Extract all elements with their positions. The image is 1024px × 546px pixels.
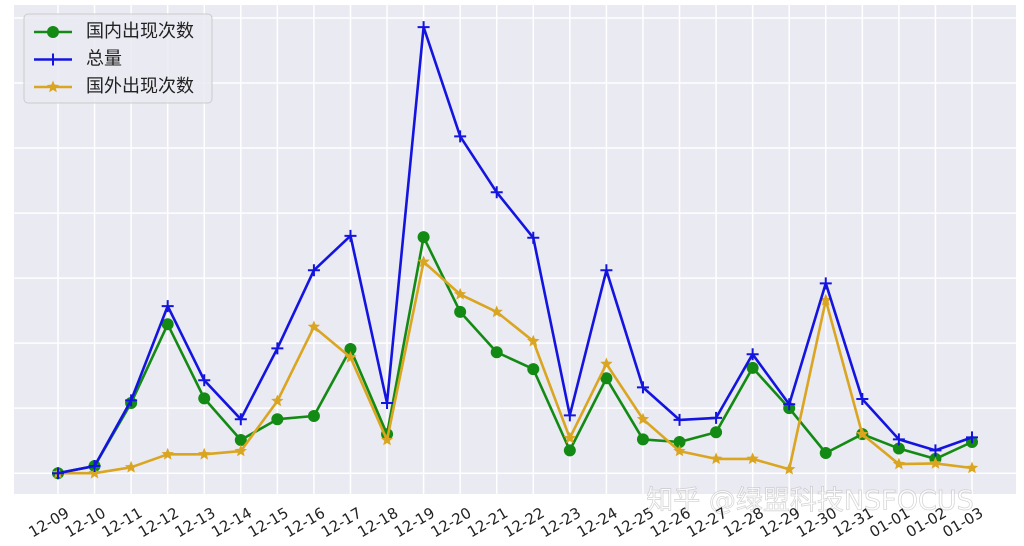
series-line	[58, 260, 973, 475]
point	[198, 392, 211, 405]
point	[198, 374, 211, 387]
point	[673, 444, 686, 457]
point	[892, 442, 905, 455]
point	[636, 381, 649, 394]
point	[673, 413, 686, 426]
point	[307, 264, 320, 277]
point	[307, 409, 320, 422]
series-line	[57, 235, 973, 475]
point	[527, 231, 540, 244]
point	[271, 394, 284, 407]
point	[344, 342, 357, 355]
point	[47, 53, 59, 66]
x-tick-label: 12-15	[245, 504, 292, 541]
legend-label: 国外出现次数	[86, 76, 194, 97]
point	[52, 467, 64, 480]
point	[966, 431, 978, 444]
point	[929, 444, 942, 457]
point	[234, 444, 247, 457]
x-tick-label: 12-11	[99, 504, 146, 541]
point	[234, 413, 247, 426]
point	[124, 460, 138, 473]
point	[161, 300, 174, 313]
point	[600, 264, 613, 277]
point	[746, 361, 759, 374]
point	[892, 457, 906, 470]
x-tick-label: 12-09	[25, 504, 72, 541]
point	[161, 318, 174, 331]
point	[965, 461, 979, 474]
point	[856, 427, 869, 440]
point	[198, 447, 211, 460]
point	[344, 350, 357, 363]
x-tick-label: 12-17	[318, 504, 365, 541]
point	[856, 393, 869, 406]
point	[161, 447, 174, 460]
point	[46, 80, 60, 93]
point	[710, 411, 723, 424]
x-tick-label: 12-14	[208, 504, 255, 541]
point	[563, 444, 576, 457]
point	[490, 346, 503, 359]
x-tick-label: 12-13	[172, 504, 219, 541]
x-tick-label: 12-20	[428, 504, 475, 541]
point	[454, 287, 467, 300]
point	[417, 21, 430, 34]
legend-box	[23, 13, 213, 104]
x-tick-label: 12-16	[281, 504, 328, 541]
point	[380, 433, 394, 446]
point	[929, 456, 942, 469]
point	[271, 342, 284, 355]
x-tick-label: 12-24	[574, 504, 621, 541]
point	[710, 426, 723, 439]
x-tick-label: 12-12	[135, 504, 182, 541]
x-tick-label: 12-21	[464, 504, 511, 541]
point	[125, 394, 138, 407]
point	[819, 277, 832, 290]
x-tick-label: 12-25	[610, 504, 657, 541]
point	[88, 460, 101, 473]
point	[307, 320, 321, 333]
point	[746, 348, 759, 361]
point	[234, 434, 247, 447]
point	[454, 305, 467, 318]
point	[527, 363, 540, 376]
point	[709, 452, 723, 465]
point	[636, 412, 650, 425]
watermark: 知乎 @绿盟科技NSFOCUS	[646, 486, 973, 517]
point	[892, 433, 905, 446]
point	[563, 409, 576, 422]
point	[783, 462, 796, 475]
legend-label: 总量	[86, 49, 122, 70]
point	[746, 452, 759, 465]
series-line	[57, 25, 973, 475]
point	[490, 186, 503, 199]
point	[417, 255, 430, 268]
point	[527, 334, 540, 347]
x-tick-label: 12-19	[391, 504, 438, 541]
point	[271, 413, 284, 426]
point	[563, 431, 576, 444]
x-tick-label: 12-18	[355, 504, 402, 541]
point	[454, 130, 467, 143]
x-tick-label: 12-22	[501, 504, 548, 541]
legend-label: 国内出现次数	[86, 21, 194, 42]
point	[600, 372, 613, 385]
point	[344, 229, 357, 242]
point	[783, 398, 796, 411]
point	[673, 435, 686, 448]
point	[381, 396, 394, 409]
point	[47, 26, 59, 38]
point	[819, 293, 832, 306]
x-tick-label: 12-10	[62, 504, 109, 541]
point	[490, 305, 503, 318]
point	[600, 357, 613, 370]
point	[88, 466, 101, 479]
point	[417, 231, 430, 244]
point	[636, 433, 649, 446]
point	[819, 447, 832, 460]
x-tick-label: 12-23	[537, 504, 584, 541]
